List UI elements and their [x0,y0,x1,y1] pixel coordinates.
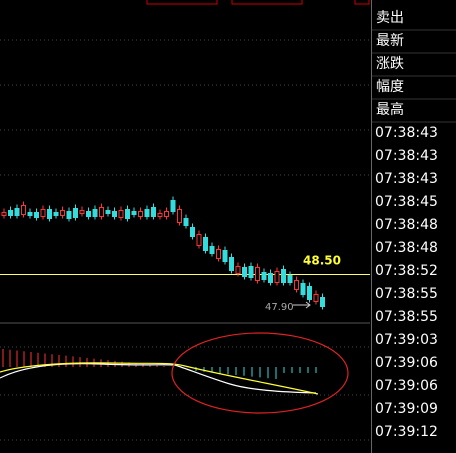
highlight-ellipse [171,332,349,414]
candle-body [73,208,78,218]
candle-body [235,266,241,274]
trade-time: 07:38:43 [375,171,438,187]
candle-body [47,209,52,219]
candle-body [274,271,280,283]
trade-time: 07:39:09 [375,401,438,417]
field-label: 卖出 [376,10,404,26]
candle-body [157,213,163,217]
candle-body [261,272,267,280]
trade-time: 07:38:45 [375,194,438,210]
field-label: 最高 [376,101,404,118]
candle-body [125,209,130,219]
trade-time: 07:39:06 [375,378,438,394]
trade-time: 07:38:48 [375,217,438,233]
dif-line [0,363,317,394]
candle-body [229,257,234,271]
trade-time: 07:38:52 [375,263,438,279]
field-label: 涨跌 [376,56,404,72]
field-label: 幅度 [376,79,404,95]
candle-body [300,283,306,295]
candle-body [320,297,325,307]
candle-body [105,210,111,214]
candle-body [151,207,156,217]
candle-body [92,209,98,217]
candle-body [131,211,137,215]
candle-body [138,211,143,217]
low-label: 47.90 [265,302,294,313]
candle-body [79,210,85,214]
candle-body [170,200,176,212]
candle-body [196,234,202,246]
macd [0,349,319,395]
candle-body [118,210,124,218]
dea-line [0,362,319,395]
trade-time: 07:39:03 [375,332,438,348]
candle-body [294,280,299,290]
candle-body [8,210,13,216]
candle-body [268,273,273,283]
low-arrow-head [305,301,311,309]
top-tab [231,0,303,5]
trade-time: 07:39:06 [375,355,438,371]
candle-body [313,294,319,302]
candles [1,196,325,310]
candle-body [99,207,104,217]
candle-body [27,212,33,216]
candle-body [86,211,91,217]
candle-body [183,218,189,226]
grid [0,39,370,441]
trade-time: 07:38:43 [375,125,438,141]
candle-body [34,212,39,218]
candle-body [14,208,20,216]
candle-body [203,237,208,251]
candle-body [53,212,59,216]
candle-body [281,269,286,283]
top-tab [146,0,218,5]
field-label: 最新 [376,33,404,49]
trade-time: 07:39:12 [375,424,438,440]
candle-body [190,227,195,237]
candle-body [144,209,150,217]
candle-body [307,286,312,300]
candle-body [66,211,72,219]
candle-body [21,205,26,215]
candle-body [216,249,221,259]
candle-body [40,209,46,217]
top-tab [354,0,370,5]
candle-body [164,211,169,217]
candle-body [222,250,228,262]
candle-body [60,210,65,216]
candle-body [248,266,254,278]
candle-body [209,246,215,254]
candle-body [255,267,260,281]
candle-body [1,212,7,216]
candle-body [242,267,247,277]
candle-body [287,275,293,283]
trade-time: 07:38:55 [375,286,438,302]
candle-body [177,209,182,223]
trade-time: 07:38:55 [375,309,438,325]
trade-time: 07:38:43 [375,148,438,164]
candle-body [112,211,117,217]
price-label: 48.50 [303,254,341,268]
trade-time: 07:38:48 [375,240,438,256]
